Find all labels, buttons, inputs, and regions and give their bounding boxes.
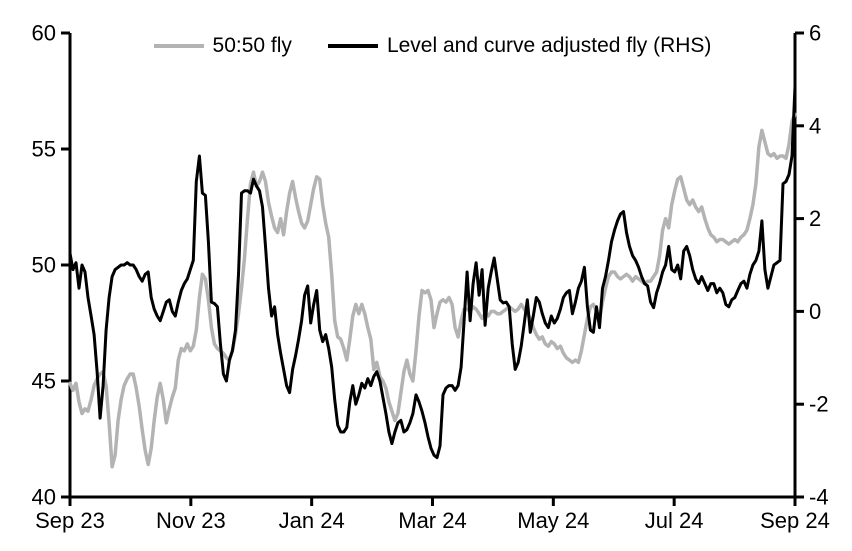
left-axis-tick-label: 50 bbox=[32, 253, 56, 278]
right-axis-tick-label: 0 bbox=[809, 299, 821, 324]
right-axis-tick-label: 4 bbox=[809, 113, 821, 138]
left-axis-tick-label: 60 bbox=[32, 21, 56, 46]
x-axis-tick-label: May 24 bbox=[517, 508, 589, 533]
x-axis-tick-label: Jan 24 bbox=[279, 508, 345, 533]
series-line-50-50-fly bbox=[68, 112, 797, 469]
x-axis-tick-label: Sep 23 bbox=[35, 508, 105, 533]
left-axis-tick-label: 55 bbox=[32, 137, 56, 162]
x-axis-tick-label: Nov 23 bbox=[156, 508, 226, 533]
series-line-level-and-curve-adjusted-fly-rhs bbox=[68, 84, 797, 460]
right-axis-tick-label: 6 bbox=[809, 21, 821, 46]
x-axis-tick-label: Sep 24 bbox=[760, 508, 830, 533]
left-axis-tick-label: 45 bbox=[32, 369, 56, 394]
right-axis-tick-label: 2 bbox=[809, 206, 821, 231]
right-axis-tick-label: -4 bbox=[809, 485, 829, 510]
left-axis-tick-label: 40 bbox=[32, 485, 56, 510]
right-axis-tick-label: -2 bbox=[809, 392, 829, 417]
x-axis-tick-label: Mar 24 bbox=[398, 508, 466, 533]
x-axis-tick-label: Jul 24 bbox=[645, 508, 704, 533]
